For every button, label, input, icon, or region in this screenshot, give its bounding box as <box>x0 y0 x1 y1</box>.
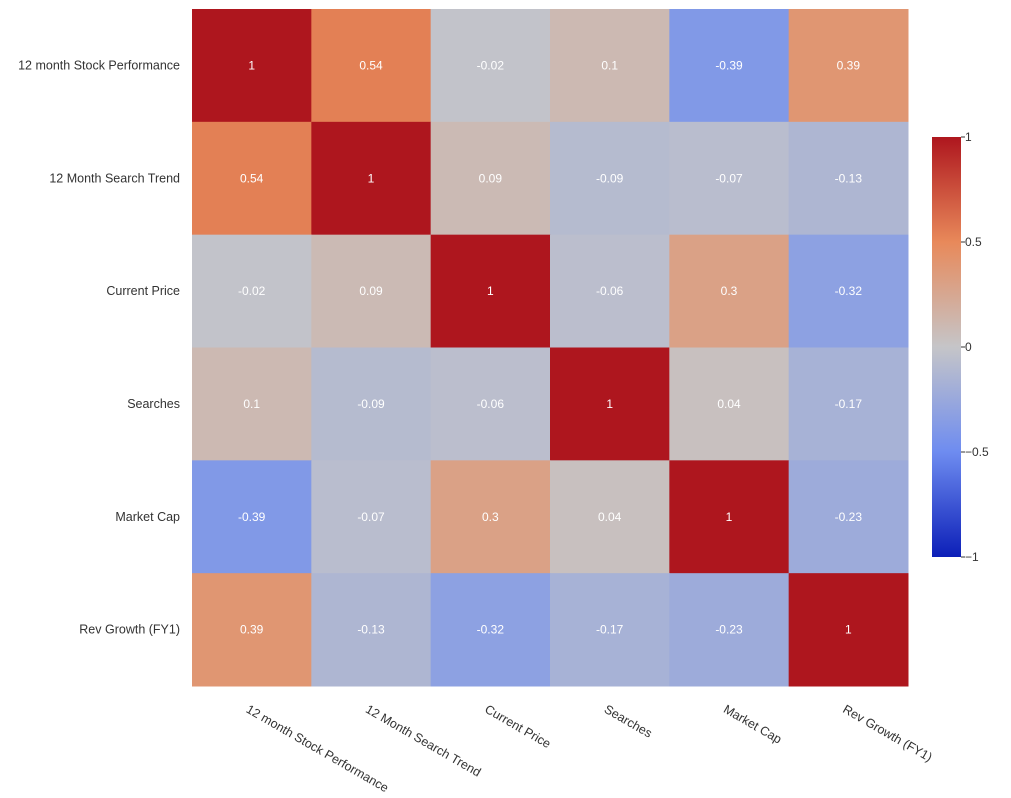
cell-value-label: 1 <box>845 623 852 637</box>
heatmap-cell-r3-c4 <box>669 347 790 461</box>
cell-value-label: 0.1 <box>243 397 260 411</box>
y-tick-label-rev-growth-fy1: Rev Growth (FY1) <box>79 623 180 637</box>
cell-value-label: -0.06 <box>596 284 624 298</box>
heatmap-cell-r5-c5 <box>788 573 909 687</box>
heatmap-cell-r3-c3 <box>550 347 670 461</box>
y-tick-label-market-cap: Market Cap <box>115 510 180 524</box>
cell-value-label: 0.04 <box>717 397 741 411</box>
heatmap-cell-r4-c1 <box>311 460 432 574</box>
cell-value-label: -0.17 <box>835 397 863 411</box>
colorbar-tick-label: 1 <box>965 130 972 144</box>
cell-value-label: 1 <box>368 171 375 185</box>
heatmap-cell-r5-c4 <box>669 573 790 687</box>
cell-value-label: -0.32 <box>835 284 863 298</box>
cell-value-label: 1 <box>248 58 255 72</box>
y-tick-label-12-month-search-trend: 12 Month Search Trend <box>49 171 180 185</box>
colorbar-tick-label: −0.5 <box>965 445 989 459</box>
y-tick-label-current-price: Current Price <box>106 284 180 298</box>
y-tick-label-12-month-stock-performance: 12 month Stock Performance <box>18 58 180 72</box>
cell-value-label: -0.09 <box>357 397 385 411</box>
cell-value-label: 0.3 <box>482 510 499 524</box>
heatmap-cell-r0-c2 <box>430 9 551 123</box>
heatmap-cell-r4-c4 <box>669 460 790 574</box>
heatmap-cell-r3-c2 <box>430 347 551 461</box>
heatmap-cell-r3-c1 <box>311 347 432 461</box>
cell-value-label: -0.13 <box>357 623 385 637</box>
cell-value-label: 1 <box>487 284 494 298</box>
cell-value-label: -0.13 <box>835 171 863 185</box>
x-tick-label-market-cap: Market Cap <box>721 702 784 746</box>
heatmap-cell-r1-c3 <box>550 121 670 236</box>
cell-value-label: 1 <box>726 510 733 524</box>
heatmap-cell-r5-c3 <box>550 573 670 687</box>
heatmap-cell-r4-c0 <box>192 460 312 574</box>
cell-value-label: 0.54 <box>359 58 383 72</box>
heatmap-cell-r2-c5 <box>788 234 909 348</box>
cell-value-label: -0.09 <box>596 171 624 185</box>
y-tick-label-searches: Searches <box>127 397 180 411</box>
x-tick-label-searches: Searches <box>602 702 655 741</box>
cell-value-label: 0.09 <box>479 171 503 185</box>
cell-value-label: -0.23 <box>715 623 743 637</box>
cell-value-label: 0.39 <box>837 58 861 72</box>
heatmap-cell-r2-c2 <box>430 234 551 348</box>
y-axis-labels: 12 month Stock Performance 12 Month Searc… <box>18 58 180 636</box>
heatmap-cell-r1-c4 <box>669 121 790 236</box>
cell-value-label: -0.06 <box>477 397 505 411</box>
heatmap-cell-r1-c1 <box>311 121 432 236</box>
cell-value-label: 1 <box>606 397 613 411</box>
cell-value-label: -0.23 <box>835 510 863 524</box>
heatmap-cell-r0-c0 <box>192 9 312 123</box>
cell-value-label: -0.39 <box>238 510 266 524</box>
cell-value-label: 0.04 <box>598 510 622 524</box>
x-tick-label-12-month-search-trend: 12 Month Search Trend <box>363 702 483 779</box>
colorbar-gradient <box>932 137 961 557</box>
cell-value-label: -0.07 <box>715 171 743 185</box>
heatmap-cell-r1-c5 <box>788 121 909 236</box>
cell-value-label: 0.3 <box>721 284 738 298</box>
heatmap-cell-r4-c2 <box>430 460 551 574</box>
cell-value-label: -0.02 <box>238 284 266 298</box>
heatmap-cell-r2-c3 <box>550 234 670 348</box>
heatmap-cell-r2-c0 <box>192 234 312 348</box>
cell-value-label: 0.1 <box>601 58 618 72</box>
heatmap-cell-r0-c3 <box>550 9 670 123</box>
heatmap-cell-r1-c2 <box>430 121 551 236</box>
heatmap-cell-r3-c0 <box>192 347 312 461</box>
x-tick-label-rev-growth-fy1: Rev Growth (FY1) <box>840 702 934 764</box>
colorbar-tick-label: −1 <box>965 550 979 564</box>
heatmap-cell-r0-c1 <box>311 9 432 123</box>
heatmap-cell-r1-c0 <box>192 121 312 236</box>
colorbar: 1 0.5 0 −0.5 −1 <box>932 130 989 564</box>
heatmap-cell-r0-c4 <box>669 9 790 123</box>
colorbar-tick-label: 0 <box>965 340 972 354</box>
heatmap-cell-r3-c5 <box>788 347 909 461</box>
heatmap-cell-r5-c0 <box>192 573 312 687</box>
cell-value-label: -0.32 <box>477 623 505 637</box>
cell-value-label: -0.17 <box>596 623 624 637</box>
cell-value-label: -0.39 <box>715 58 743 72</box>
heatmap-cell-r5-c1 <box>311 573 432 687</box>
heatmap-cell-r0-c5 <box>788 9 909 123</box>
cell-value-label: 0.39 <box>240 623 264 637</box>
cell-value-label: -0.07 <box>357 510 385 524</box>
cell-value-label: -0.02 <box>477 58 505 72</box>
cell-value-label: 0.09 <box>359 284 383 298</box>
heatmap-cell-r4-c3 <box>550 460 670 574</box>
heatmap-cell-r2-c1 <box>311 234 432 348</box>
heatmap-cell-r4-c5 <box>788 460 909 574</box>
heatmap-cell-r2-c4 <box>669 234 790 348</box>
heatmap-cells: 1 0.54 -0.02 0.1 -0.39 0.39 0.54 1 0.09 -0.09 -0.0… <box>192 9 909 687</box>
heatmap-cell-r5-c2 <box>430 573 551 687</box>
cell-value-label: 0.54 <box>240 171 264 185</box>
colorbar-tick-label: 0.5 <box>965 235 982 249</box>
x-tick-label-current-price: Current Price <box>482 702 553 751</box>
